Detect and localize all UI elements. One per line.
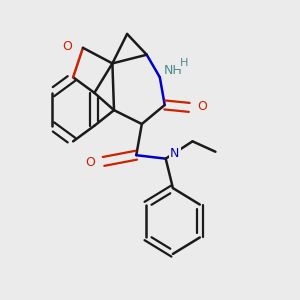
Text: N: N (170, 147, 180, 160)
Text: O: O (85, 156, 95, 169)
Text: H: H (180, 58, 188, 68)
Text: O: O (62, 40, 72, 52)
Text: NH: NH (164, 64, 183, 77)
Text: O: O (197, 100, 207, 112)
